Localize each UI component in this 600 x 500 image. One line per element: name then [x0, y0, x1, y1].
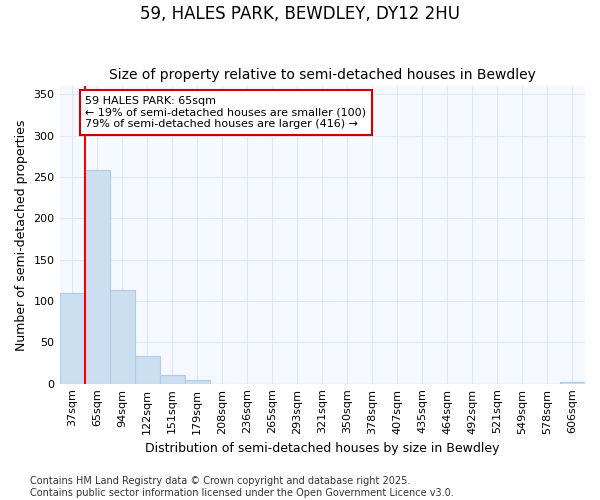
Bar — [85, 170, 110, 384]
Bar — [160, 376, 185, 384]
Bar — [134, 356, 160, 384]
Bar — [59, 292, 85, 384]
Y-axis label: Number of semi-detached properties: Number of semi-detached properties — [15, 119, 28, 350]
Text: 59 HALES PARK: 65sqm
← 19% of semi-detached houses are smaller (100)
79% of semi: 59 HALES PARK: 65sqm ← 19% of semi-detac… — [85, 96, 366, 129]
Text: Contains HM Land Registry data © Crown copyright and database right 2025.
Contai: Contains HM Land Registry data © Crown c… — [30, 476, 454, 498]
Bar — [560, 382, 585, 384]
X-axis label: Distribution of semi-detached houses by size in Bewdley: Distribution of semi-detached houses by … — [145, 442, 500, 455]
Bar — [185, 380, 209, 384]
Bar — [110, 290, 134, 384]
Title: Size of property relative to semi-detached houses in Bewdley: Size of property relative to semi-detach… — [109, 68, 536, 82]
Text: 59, HALES PARK, BEWDLEY, DY12 2HU: 59, HALES PARK, BEWDLEY, DY12 2HU — [140, 5, 460, 23]
